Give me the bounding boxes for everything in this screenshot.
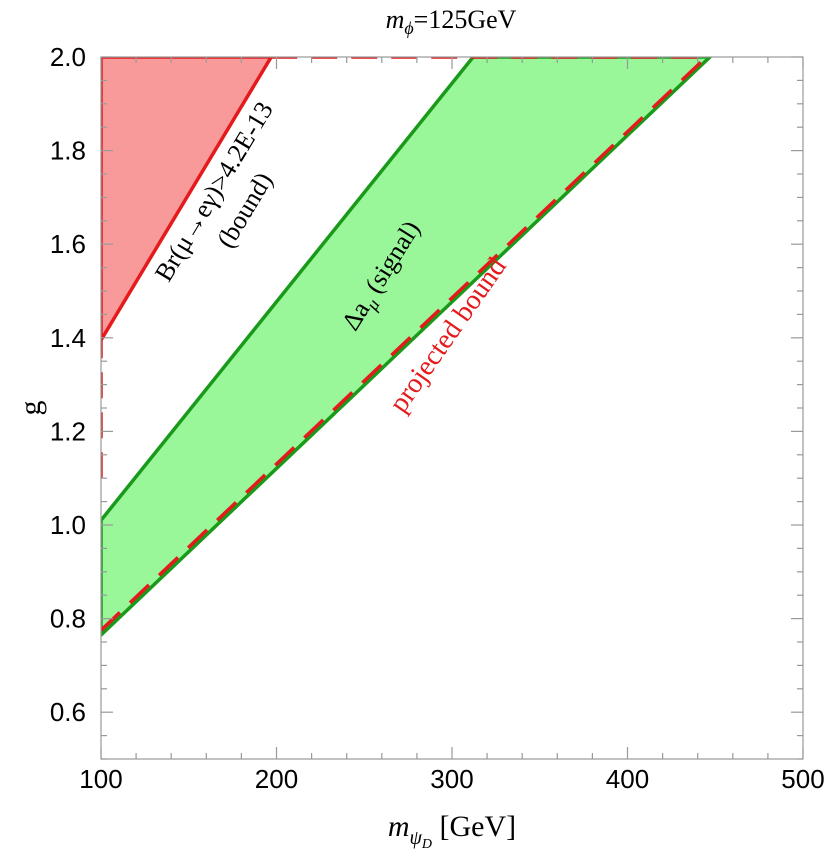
x-title-subsub: D (421, 837, 432, 852)
x-title-rest: [GeV] (432, 810, 516, 843)
x-tick-label: 500 (781, 764, 824, 794)
x-tick-label: 200 (255, 764, 298, 794)
title-rest: =125GeV (414, 5, 517, 34)
lines (101, 57, 708, 632)
x-axis-title: mψD [GeV] (388, 810, 516, 852)
regions (101, 57, 712, 637)
y-tick-label: 2.0 (50, 42, 86, 72)
region-bound (101, 57, 273, 342)
x-tick-label: 300 (430, 764, 473, 794)
y-axis-title: g (14, 401, 47, 416)
x-title-var: m (388, 810, 410, 843)
x-tick-label: 400 (606, 764, 649, 794)
projected-bound-line (101, 57, 708, 632)
y-tick-label: 0.6 (50, 697, 86, 727)
chart-title: mϕ=125GeV (386, 5, 517, 38)
y-tick-label: 0.8 (50, 604, 86, 634)
y-tick-label: 1.8 (50, 136, 86, 166)
x-title-sub: ψ (409, 827, 422, 849)
title-sub: ϕ (404, 18, 413, 38)
ticks: 100 200 300 400 500 0.6 0.8 1.0 1.2 1.4 1.6 1.8 2.0 (50, 42, 825, 794)
y-tick-label: 1.4 (50, 323, 86, 353)
title-var: m (386, 5, 405, 34)
x-tick-label: 100 (79, 764, 122, 794)
region-signal (101, 57, 712, 637)
y-tick-label: 1.0 (50, 510, 86, 540)
y-tick-label: 1.2 (50, 416, 86, 446)
y-tick-label: 1.6 (50, 229, 86, 259)
